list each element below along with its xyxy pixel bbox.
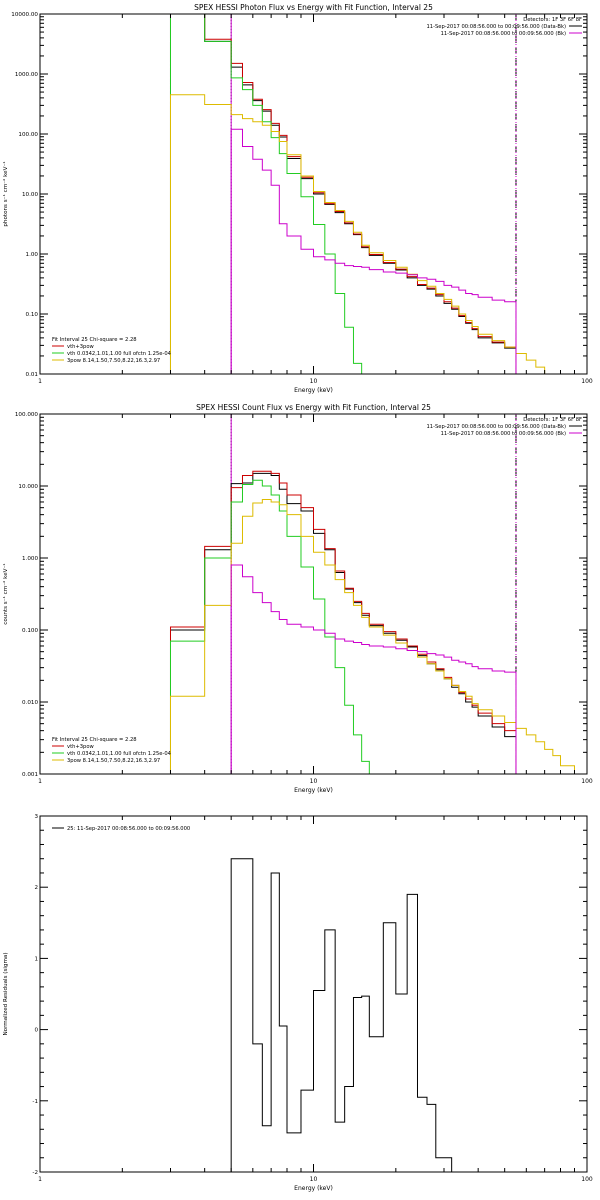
fit-legend-entry: vth 0.0342,1.01,1.00 full ofctn 1.25e-04 [67,751,172,757]
legend-entry: 25: 11-Sep-2017 00:08:56.000 to 00:09:56… [67,826,190,832]
series-line-1 [230,858,516,1172]
x-axis-label: Energy (keV) [294,1185,333,1192]
y-tick-label: -2 [32,1170,38,1176]
fit-legend-entry: vth+3pow [67,744,95,750]
y-tick-label: 1000.00 [15,72,39,78]
chart-title: SPEX HESSI Count Flux vs Energy with Fit… [196,403,431,412]
x-tick-label: 10 [310,1176,318,1183]
chart-panel-3: 1 10 100 Energy (keV) -2 -1 0 1 2 3 Normalized Res… [3,814,593,1192]
fit-legend-entry: 3pow 8.14,1.50,7.50,8.22,16.3,2.97 [67,358,160,364]
legend-entry: 11-Sep-2017 00:08:56.000 to 00:09:56.000… [441,31,566,37]
y-tick-label: 10000.00 [11,12,38,18]
x-axis-label: Energy (keV) [294,387,333,394]
y-tick-label: 0.100 [22,628,38,634]
chart-panel-2: SPEX HESSI Count Flux vs Energy with Fit… [2,403,593,794]
x-tick-label: 10 [310,778,318,785]
legend-entry: 11-Sep-2017 00:08:56.000 to 00:09:56.000… [426,24,566,30]
y-tick-label: 100.00 [18,132,38,138]
legend-entry: 11-Sep-2017 00:08:56.000 to 00:09:56.000… [426,424,566,430]
series-line-2 [169,14,517,374]
series-line-5 [230,128,517,374]
x-tick-label: 1 [38,778,42,785]
series-line-1 [169,472,517,774]
fit-legend-entry: vth+3pow [67,344,95,350]
y-tick-label: 10.00 [22,192,38,198]
x-tick-label: 1 [38,378,42,385]
x-tick-label: 100 [581,1176,593,1183]
y-tick-label: 0.010 [22,700,38,706]
series-line-4 [169,498,587,774]
x-tick-label: 10 [310,378,318,385]
y-tick-label: 2 [34,885,38,891]
x-axis-label: Energy (keV) [294,787,333,794]
y-tick-label: 10.000 [18,484,38,490]
series-line-3 [169,479,370,774]
y-tick-label: 1.000 [22,556,38,562]
chart-panel-1: SPEX HESSI Photon Flux vs Energy with Fi… [2,3,593,394]
y-tick-label: -1 [32,1099,38,1105]
y-axis-label: photons s⁻¹ cm⁻² keV⁻¹ [2,161,9,226]
y-axis-label: Normalized Residuals (sigma) [3,952,9,1035]
chart-title: SPEX HESSI Photon Flux vs Energy with Fi… [194,3,433,12]
fit-legend-header: Fit Interval 25 Chi-square = 2.28 [52,337,137,343]
series-line-4 [169,94,554,374]
y-tick-label: 100.000 [15,412,39,418]
fit-legend-header: Fit Interval 25 Chi-square = 2.28 [52,737,137,743]
series-line-5 [230,564,517,774]
series-line-2 [169,470,517,774]
legend-header: Detectors: 1F 3F 6F 8F [523,417,582,423]
fit-legend-entry: 3pow 8.14,1.50,7.50,8.22,16.3,2.97 [67,758,160,764]
legend-entry: 11-Sep-2017 00:08:56.000 to 00:09:56.000… [441,431,566,437]
series-line-3 [169,14,363,374]
y-tick-label: 0.01 [26,372,39,378]
y-tick-label: 0.10 [26,312,39,318]
x-tick-label: 100 [581,378,593,385]
legend-header: Detectors: 1F 3F 6F 8F [523,17,582,23]
y-tick-label: 1 [34,956,38,962]
y-tick-label: 1.00 [26,252,39,258]
fit-legend-entry: vth 0.0342,1.01,1.00 full ofctn 1.25e-04 [67,351,172,357]
x-tick-label: 1 [38,1176,42,1183]
x-tick-label: 100 [581,778,593,785]
y-tick-label: 3 [34,814,38,820]
y-tick-label: 0 [34,1028,38,1034]
series-line-1 [169,14,517,374]
y-axis-label: counts s⁻¹ cm⁻² keV⁻¹ [2,563,9,624]
y-tick-label: 0.001 [22,772,38,778]
